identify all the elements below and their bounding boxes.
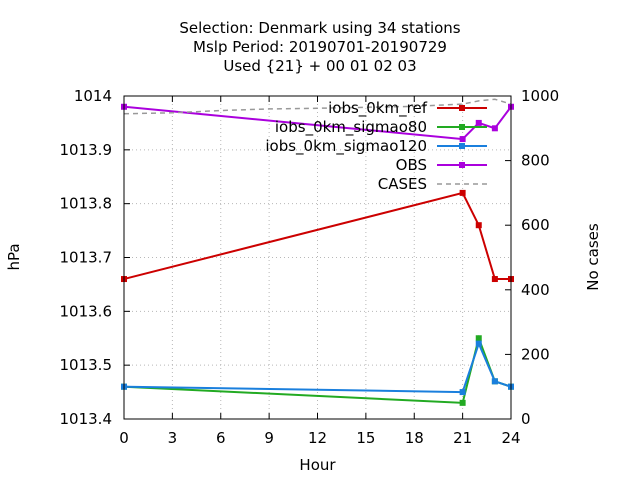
series-line-iobs-0km-ref: [123, 191, 511, 281]
data-point-iobs-0km-sigmao80: [459, 399, 466, 406]
y2-tick-label: 0: [521, 410, 531, 428]
x-tick-label: 18: [405, 429, 424, 447]
y2-tick-label: 800: [521, 152, 550, 170]
x-tick-label: 9: [264, 429, 274, 447]
y-tick-label: 1014: [74, 87, 112, 105]
legend-label-iobs-0km-sigmao120: iobs_0km_sigmao120: [265, 137, 427, 156]
chart-title: Selection: Denmark using 34 stationsMslp…: [179, 19, 460, 75]
data-point-iobs-0km-sigmao120: [491, 378, 498, 385]
legend-marker-iobs-0km-sigmao120: [459, 143, 465, 149]
data-point-iobs-0km-ref: [491, 276, 498, 283]
legend-label-cases: CASES: [378, 175, 427, 193]
y-tick-label: 1013.9: [60, 141, 113, 159]
axis-ticks: 0 3 6 9 12 15 18 21 24 1013.4 1013.5 1013.6 1013.7 10…: [60, 87, 560, 447]
x-tick-label: 3: [168, 429, 178, 447]
y2-axis-label: No cases: [584, 223, 602, 291]
legend: iobs_0km_refiobs_0km_sigmao80iobs_0km_si…: [265, 99, 487, 193]
grid: [124, 96, 511, 419]
title-line-2: Mslp Period: 20190701-20190729: [193, 38, 447, 56]
y-tick-label: 1013.7: [60, 249, 113, 267]
legend-label-iobs-0km-sigmao80: iobs_0km_sigmao80: [275, 118, 427, 137]
data-point-iobs-0km-sigmao120: [459, 389, 466, 396]
y-tick-label: 1013.4: [60, 410, 113, 428]
data-point-iobs-0km-sigmao120: [475, 340, 482, 347]
x-axis-label: Hour: [299, 456, 336, 474]
x-tick-label: 12: [308, 429, 327, 447]
x-tick-label: 0: [119, 429, 129, 447]
title-line-1: Selection: Denmark using 34 stations: [179, 19, 460, 37]
data-point-obs: [459, 136, 466, 143]
y-tick-label: 1013.6: [60, 302, 113, 320]
series-line-cases: [123, 98, 512, 115]
y2-tick-label: 200: [521, 345, 550, 363]
y2-tick-label: 600: [521, 216, 550, 234]
data-point-iobs-0km-ref: [475, 222, 482, 229]
legend-label-iobs-0km-ref: iobs_0km_ref: [328, 99, 428, 118]
legend-label-obs: OBS: [396, 156, 427, 174]
series-layer: [121, 98, 514, 406]
data-point-obs: [491, 125, 498, 132]
data-point-iobs-0km-sigmao80: [475, 335, 482, 342]
series-line-iobs-0km-sigmao80: [123, 334, 512, 404]
y-axis-label: hPa: [5, 243, 23, 270]
x-tick-label: 24: [501, 429, 520, 447]
y2-tick-label: 1000: [521, 87, 559, 105]
y-tick-label: 1013.5: [60, 356, 113, 374]
data-point-iobs-0km-ref: [459, 189, 466, 196]
legend-marker-obs: [459, 162, 465, 168]
axis-labels: Hour hPa No cases: [5, 223, 602, 474]
data-point-obs: [475, 119, 482, 126]
x-tick-label: 21: [453, 429, 472, 447]
legend-marker-iobs-0km-sigmao80: [459, 124, 465, 130]
title-line-3: Used {21} + 00 01 02 03: [223, 57, 416, 75]
y-tick-label: 1013.8: [60, 195, 113, 213]
x-tick-label: 6: [216, 429, 226, 447]
legend-marker-iobs-0km-ref: [459, 105, 465, 111]
y2-tick-label: 400: [521, 281, 550, 299]
x-tick-label: 15: [356, 429, 375, 447]
